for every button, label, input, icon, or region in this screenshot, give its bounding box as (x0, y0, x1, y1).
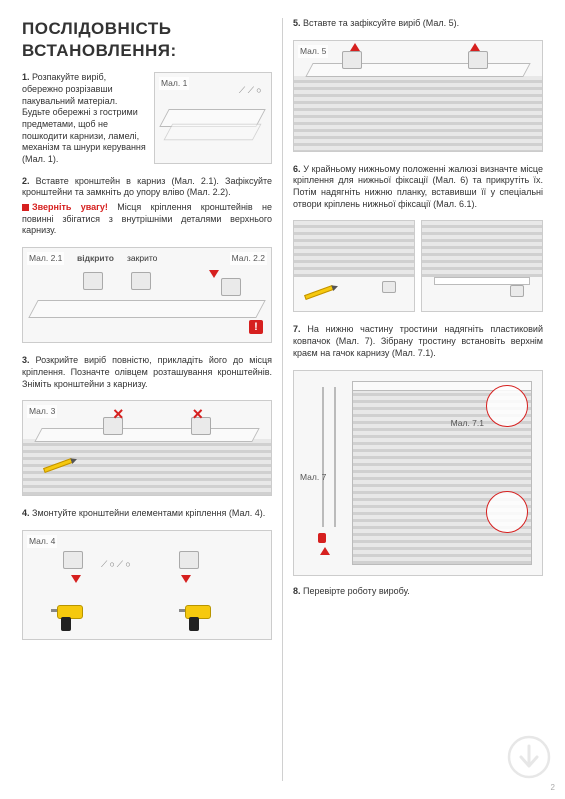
step-4-text: 4. Змонтуйте кронштейни елементами кріпл… (22, 508, 272, 520)
step-8: 8. Перевірте роботу виробу. (293, 586, 543, 598)
page-number: 2 (551, 783, 555, 793)
figure-7-1-label: Мал. 7.1 (449, 417, 486, 430)
figure-6-row: Мал. 6 Мал. 6.1 (293, 220, 543, 312)
open-label: відкрито (75, 252, 116, 265)
step-5-text: 5. Вставте та зафіксуйте виріб (Мал. 5). (293, 18, 543, 30)
step-1-text: 1. Розпакуйте виріб, обережно розрізавши… (22, 72, 148, 166)
figure-7-label: Мал. 7 (298, 471, 328, 484)
step-2-text: 2. Вставте кронштейн в карниз (Мал. 2.1)… (22, 176, 272, 199)
step-2-warning: Зверніть увагу! Місця кріплення кронштей… (22, 202, 272, 237)
figure-3-label: Мал. 3 (27, 405, 57, 418)
step-7-text: 7. На нижню частину тростини надягніть п… (293, 324, 543, 359)
step-4: 4. Змонтуйте кронштейни елементами кріпл… (22, 508, 272, 520)
figure-5: Мал. 5 (293, 40, 543, 152)
step-1: 1. Розпакуйте виріб, обережно розрізавши… (22, 72, 272, 166)
step-7: 7. На нижню частину тростини надягніть п… (293, 324, 543, 359)
warning-icon (22, 204, 29, 211)
figure-6-1: Мал. 6.1 (421, 220, 543, 312)
page-title: ПОСЛІДОВНІСТЬ ВСТАНОВЛЕННЯ: (22, 18, 272, 62)
x-mark-icon: × (192, 403, 203, 426)
figure-5-label: Мал. 5 (298, 45, 328, 58)
cap-icon (318, 533, 326, 543)
step-2: 2. Вставте кронштейн в карниз (Мал. 2.1)… (22, 176, 272, 237)
step-5: 5. Вставте та зафіксуйте виріб (Мал. 5). (293, 18, 543, 30)
step-3-text: 3. Розкрийте виріб повністю, прикладіть … (22, 355, 272, 390)
figure-4-label: Мал. 4 (27, 535, 57, 548)
figure-1-label: Мал. 1 (159, 77, 189, 90)
figure-4: Мал. 4 ⟋ ⚬ ⟋ ⚬ (22, 530, 272, 640)
step-6: 6. У крайньому нижньому положенні жалюзі… (293, 164, 543, 211)
x-mark-icon: × (113, 403, 124, 426)
figure-2-2-label: Мал. 2.2 (230, 252, 267, 265)
left-column: ПОСЛІДОВНІСТЬ ВСТАНОВЛЕННЯ: 1. Розпакуйт… (12, 18, 282, 781)
alert-icon: ! (249, 320, 263, 334)
figure-3: Мал. 3 × × (22, 400, 272, 496)
page: ПОСЛІДОВНІСТЬ ВСТАНОВЛЕННЯ: 1. Розпакуйт… (0, 0, 565, 799)
figure-1: Мал. 1 ⟋ ⟋ ⚬ (154, 72, 272, 164)
closed-label: закрито (125, 252, 159, 265)
step-6-text: 6. У крайньому нижньому положенні жалюзі… (293, 164, 543, 211)
figure-2: Мал. 2.1 Мал. 2.2 відкрито закрито ! (22, 247, 272, 343)
figure-7: Мал. 7.1 Мал. 7 (293, 370, 543, 576)
step-3: 3. Розкрийте виріб повністю, прикладіть … (22, 355, 272, 390)
step-8-text: 8. Перевірте роботу виробу. (293, 586, 543, 598)
figure-6: Мал. 6 (293, 220, 415, 312)
watermark-icon (507, 735, 551, 779)
figure-2-1-label: Мал. 2.1 (27, 252, 64, 265)
right-column: 5. Вставте та зафіксуйте виріб (Мал. 5).… (283, 18, 553, 781)
